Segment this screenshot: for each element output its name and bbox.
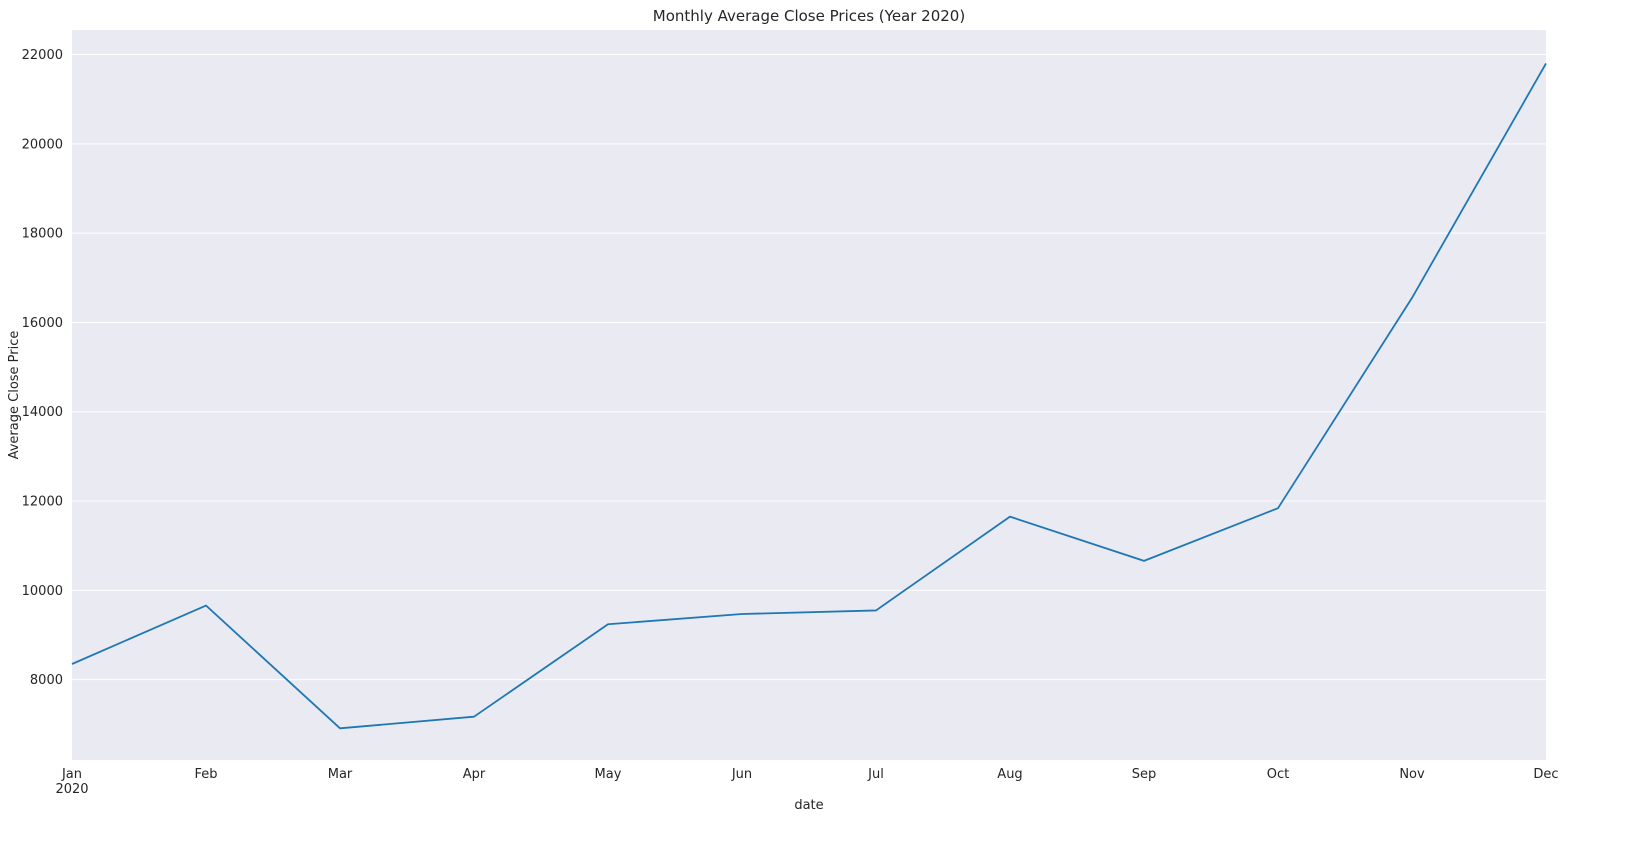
x-tick-label: Jan	[61, 767, 82, 782]
x-tick-label: Sep	[1132, 767, 1157, 782]
x-tick-label: Dec	[1533, 767, 1558, 782]
y-tick-label: 14000	[22, 405, 63, 420]
x-tick-label: Aug	[997, 767, 1022, 782]
y-tick-label: 18000	[22, 227, 63, 242]
x-tick-label: May	[595, 767, 622, 782]
y-tick-label: 20000	[22, 137, 63, 152]
x-tick-label: Oct	[1267, 767, 1289, 782]
x-tick-year-label: 2020	[55, 782, 88, 797]
y-axis-label: Average Close Price	[7, 331, 22, 460]
gridlines	[72, 54, 1546, 681]
x-tick-label: Nov	[1399, 767, 1425, 782]
x-tick-label: Jul	[867, 767, 884, 782]
series-line	[71, 63, 1547, 730]
y-tick-label: 12000	[22, 495, 63, 510]
y-tick-label: 16000	[22, 316, 63, 331]
series-layer	[71, 63, 1547, 730]
y-tick-label: 8000	[30, 673, 63, 688]
y-axis-ticks: 8000 10000 12000 14000 16000 18000 20000 22000	[22, 48, 63, 688]
x-tick-label: Feb	[194, 767, 217, 782]
chart-title: Monthly Average Close Prices (Year 2020)	[653, 7, 965, 25]
x-axis-ticks: Jan Feb Mar Apr May Jun Jul Aug Sep Oct Nov Dec	[61, 767, 1559, 782]
x-tick-label: Jun	[731, 767, 752, 782]
x-axis-label: date	[794, 798, 823, 813]
x-tick-label: Mar	[328, 767, 353, 782]
y-tick-label: 22000	[22, 48, 63, 63]
plot-area	[72, 30, 1546, 760]
x-tick-label: Apr	[463, 767, 486, 782]
y-tick-label: 10000	[22, 584, 63, 599]
